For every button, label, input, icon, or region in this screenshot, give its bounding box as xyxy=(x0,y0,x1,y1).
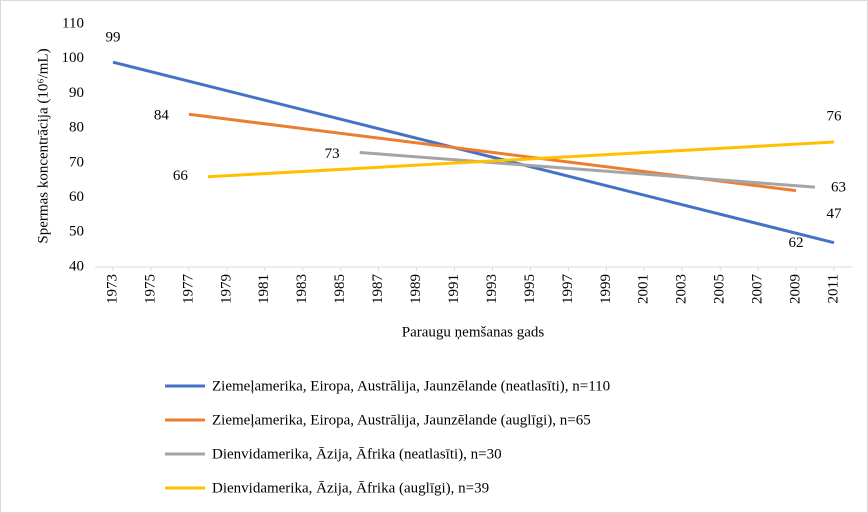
x-tick-label: 1983 xyxy=(294,274,310,304)
x-tick-label: 1995 xyxy=(522,274,538,304)
series-line xyxy=(112,60,835,245)
y-tick-label: 90 xyxy=(69,85,84,101)
x-tick-label: 1977 xyxy=(180,274,196,305)
x-axis-label: Paraugu ņemšanas gads xyxy=(402,324,545,340)
x-tick-label: 2011 xyxy=(825,274,841,303)
x-tick-label: 1975 xyxy=(142,274,158,304)
y-tick-label: 80 xyxy=(69,120,84,136)
legend-label: Dienvidamerika, Āzija, Āfrika (neatlasīt… xyxy=(212,446,502,462)
x-tick-label: 2009 xyxy=(787,274,803,304)
x-tick-label: 1997 xyxy=(560,274,576,305)
data-label: 62 xyxy=(789,235,804,251)
y-axis-label: Spermas koncentrācija (10⁶/mL) xyxy=(35,48,51,243)
y-tick-label: 60 xyxy=(69,189,84,205)
x-tick-label: 2003 xyxy=(674,274,690,304)
x-tick-label: 1989 xyxy=(408,274,424,304)
y-tick-label: 70 xyxy=(69,154,84,170)
data-label: 84 xyxy=(154,108,170,124)
data-label: 63 xyxy=(831,180,846,196)
legend-label: Dienvidamerika, Āzija, Āfrika (auglīgi),… xyxy=(212,480,489,496)
legend-label: Ziemeļamerika, Eiropa, Austrālija, Jaunz… xyxy=(212,412,591,428)
legend-label: Ziemeļamerika, Eiropa, Austrālija, Jaunz… xyxy=(212,378,610,394)
x-tick-label: 1993 xyxy=(484,274,500,304)
x-tick-label: 2007 xyxy=(750,274,766,305)
x-tick-label: 2005 xyxy=(712,274,728,304)
data-label: 73 xyxy=(325,146,340,162)
data-label: 99 xyxy=(106,30,121,46)
x-tick-label: 1999 xyxy=(598,274,614,304)
data-label: 66 xyxy=(173,168,189,184)
x-tick-label: 1991 xyxy=(446,274,462,304)
y-tick-label: 40 xyxy=(69,258,84,274)
x-tick-label: 1987 xyxy=(370,274,386,305)
x-tick-label: 1979 xyxy=(218,274,234,304)
y-tick-label: 110 xyxy=(62,15,84,31)
data-label: 76 xyxy=(827,108,843,124)
y-tick-label: 100 xyxy=(62,50,85,66)
series-line xyxy=(359,150,816,189)
x-tick-label: 2001 xyxy=(636,274,652,304)
x-tick-label: 1985 xyxy=(332,274,348,304)
x-tick-label: 1973 xyxy=(104,274,120,304)
data-label: 47 xyxy=(827,206,843,222)
y-tick-label: 50 xyxy=(69,224,84,240)
x-tick-label: 1981 xyxy=(256,274,272,304)
series-line xyxy=(207,140,835,179)
